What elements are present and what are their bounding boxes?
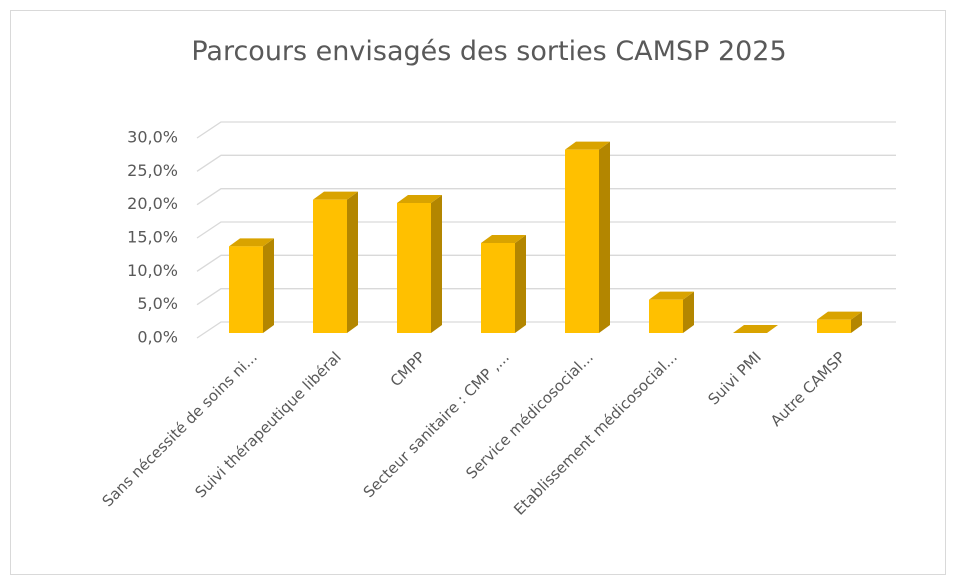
bar-top [649,291,694,300]
bar-side [515,235,526,333]
y-tick-label: 10,0% [127,261,178,280]
y-tick-label: 30,0% [127,128,178,147]
y-tick-label: 0,0% [137,328,178,347]
bar-top [481,235,526,243]
bar-top [733,325,778,333]
grid-line [196,154,896,172]
bar-top [313,191,358,200]
y-tick-label: 25,0% [127,161,178,180]
y-tick-label: 20,0% [127,194,178,213]
bar-top [565,141,610,150]
bar [397,203,431,333]
y-tick-label: 15,0% [127,228,178,247]
bar-top [817,311,862,320]
bar-side [599,141,610,333]
bar-side [851,311,862,333]
bar-side [683,291,694,333]
grid-line [196,221,896,239]
bar-side [431,195,442,333]
bar [313,199,347,333]
bar [229,246,263,333]
bar-top [397,195,442,203]
bar [649,299,683,333]
bar [565,149,599,333]
chart-title: Parcours envisagés des sorties CAMSP 202… [191,36,786,67]
chart-frame [10,10,946,575]
bar [817,319,851,333]
grid-line [196,121,896,139]
grid-line [196,254,896,272]
bar-top [229,238,274,247]
bar-side [263,238,274,333]
bar-side [347,191,358,333]
y-tick-label: 5,0% [137,294,178,313]
grid-line [196,188,896,206]
grid-line [196,288,896,306]
bar [481,243,515,333]
